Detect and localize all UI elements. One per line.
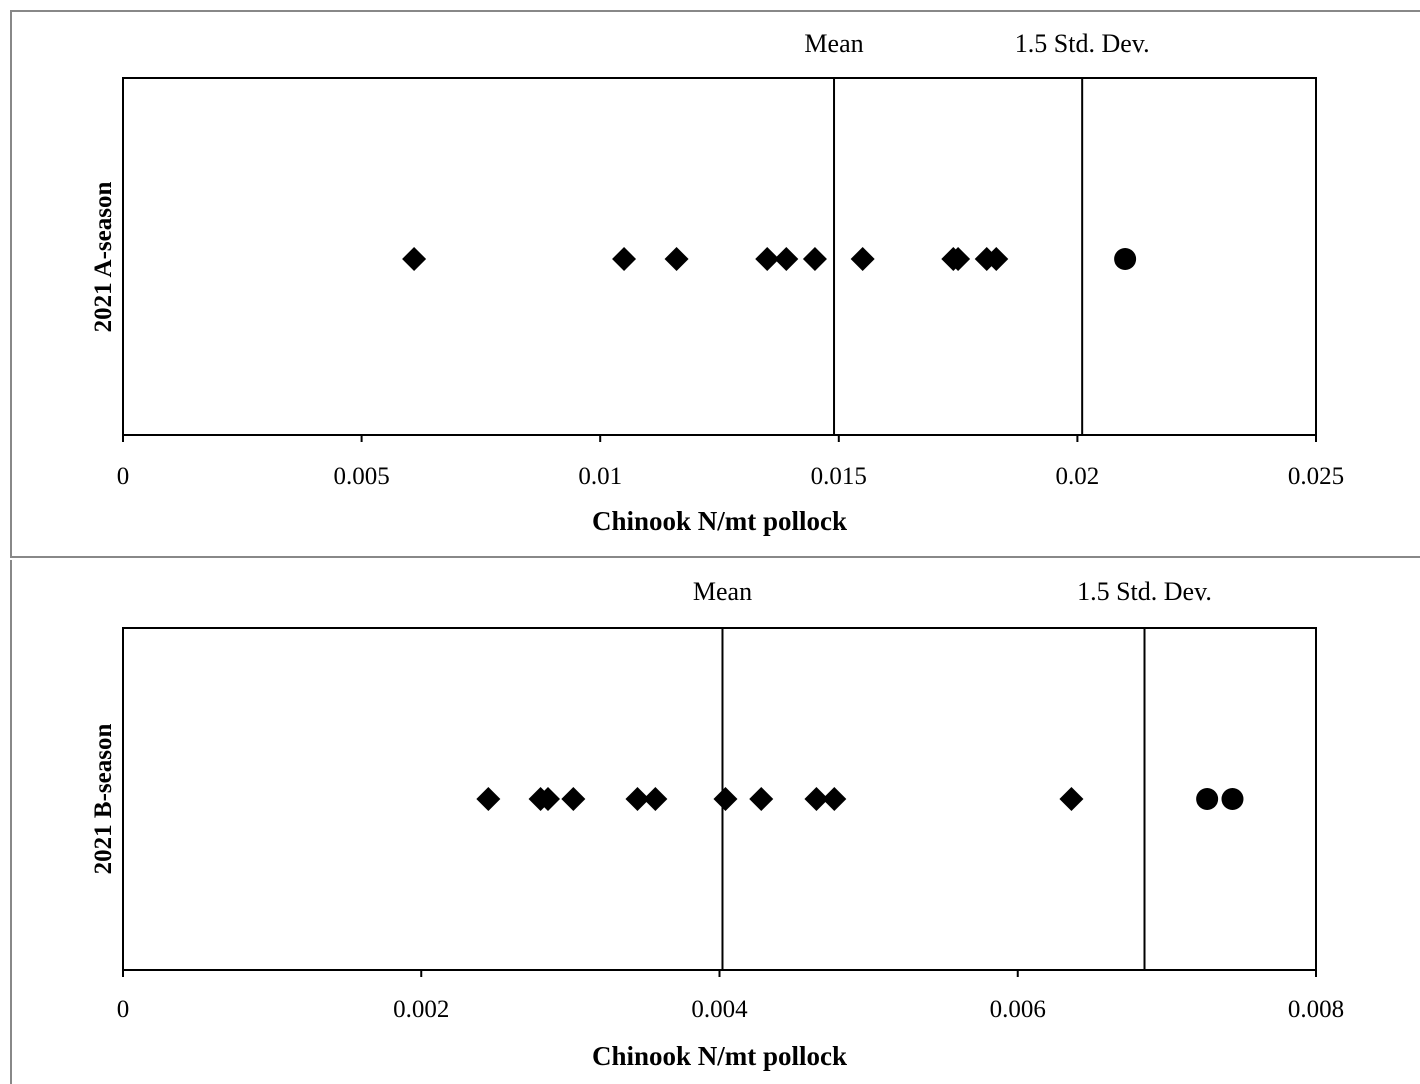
chart-panel-b-season: 0 0.002 0.004 0.006 0.008 Mean 1.5 Std. Dev. Ch… bbox=[10, 560, 1420, 1084]
data-point-diamond bbox=[822, 787, 847, 811]
chart-b-season-svg: 0 0.002 0.004 0.006 0.008 Mean 1.5 Std. Dev. Ch… bbox=[90, 577, 1344, 1071]
x-tick-label: 0.004 bbox=[691, 996, 748, 1023]
data-point-diamond bbox=[561, 787, 586, 811]
y-axis-title: 2021 B-season bbox=[90, 724, 117, 875]
x-tick-label: 0 bbox=[117, 463, 130, 490]
reference-line-label: Mean bbox=[804, 29, 863, 58]
data-point-diamond bbox=[850, 247, 875, 271]
x-tick-label: 0.002 bbox=[393, 996, 449, 1023]
x-tick-label: 0.006 bbox=[990, 996, 1046, 1023]
data-point-diamond bbox=[625, 787, 650, 811]
data-point-circle bbox=[1196, 788, 1219, 810]
x-tick-label: 0 bbox=[117, 996, 130, 1023]
x-tick-label: 0.025 bbox=[1288, 463, 1344, 490]
data-point-diamond bbox=[802, 247, 827, 271]
chart-panel-a-season: 0 0.005 0.01 0.015 0.02 0.025 Mean 1.5 Std. Dev… bbox=[10, 10, 1420, 558]
data-point-diamond bbox=[476, 787, 501, 811]
x-tick-label: 0.015 bbox=[811, 463, 867, 490]
reference-line-label: 1.5 Std. Dev. bbox=[1077, 577, 1212, 606]
x-tick-label: 0.02 bbox=[1056, 463, 1100, 490]
data-point-diamond bbox=[643, 787, 668, 811]
plot-frame bbox=[122, 77, 1317, 436]
data-point-diamond bbox=[804, 787, 829, 811]
data-point-diamond bbox=[774, 247, 799, 271]
data-point-diamond bbox=[984, 247, 1009, 271]
reference-line-label: Mean bbox=[693, 577, 752, 606]
x-tick-label: 0.008 bbox=[1288, 996, 1344, 1023]
data-point-diamond bbox=[1059, 787, 1084, 811]
x-tick-label: 0.005 bbox=[333, 463, 389, 490]
y-axis-title: 2021 A-season bbox=[90, 182, 117, 333]
x-axis-title: Chinook N/mt pollock bbox=[592, 506, 847, 536]
data-point-diamond bbox=[713, 787, 738, 811]
chart-a-season-svg: 0 0.005 0.01 0.015 0.02 0.025 Mean 1.5 Std. Dev… bbox=[90, 29, 1344, 536]
data-point-circle bbox=[1221, 788, 1244, 810]
data-point-diamond bbox=[946, 247, 971, 271]
data-point-diamond bbox=[402, 247, 427, 271]
data-point-diamond bbox=[536, 787, 561, 811]
data-point-circle bbox=[1114, 248, 1137, 270]
data-point-diamond bbox=[664, 247, 689, 271]
data-point-diamond bbox=[755, 247, 780, 271]
data-point-diamond bbox=[612, 247, 637, 271]
data-point-diamond bbox=[749, 787, 774, 811]
reference-line-label: 1.5 Std. Dev. bbox=[1015, 29, 1150, 58]
x-axis-title: Chinook N/mt pollock bbox=[592, 1041, 847, 1071]
x-tick-label: 0.01 bbox=[578, 463, 622, 490]
